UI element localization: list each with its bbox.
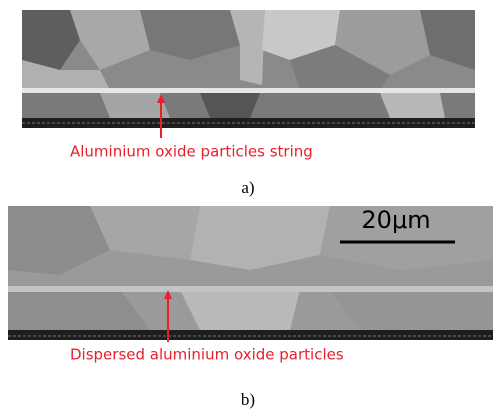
arrow-head xyxy=(157,94,165,103)
panel-label: b) xyxy=(241,390,255,409)
micrograph-a xyxy=(22,10,475,128)
annotation: Dispersed aluminium oxide particles xyxy=(70,346,344,364)
micrograph-b xyxy=(8,206,493,340)
arrow-head xyxy=(164,290,172,299)
scale-bar-label: 20μm xyxy=(361,206,430,234)
panel-label: a) xyxy=(241,178,254,197)
annotation: Aluminium oxide particles string xyxy=(70,143,313,161)
